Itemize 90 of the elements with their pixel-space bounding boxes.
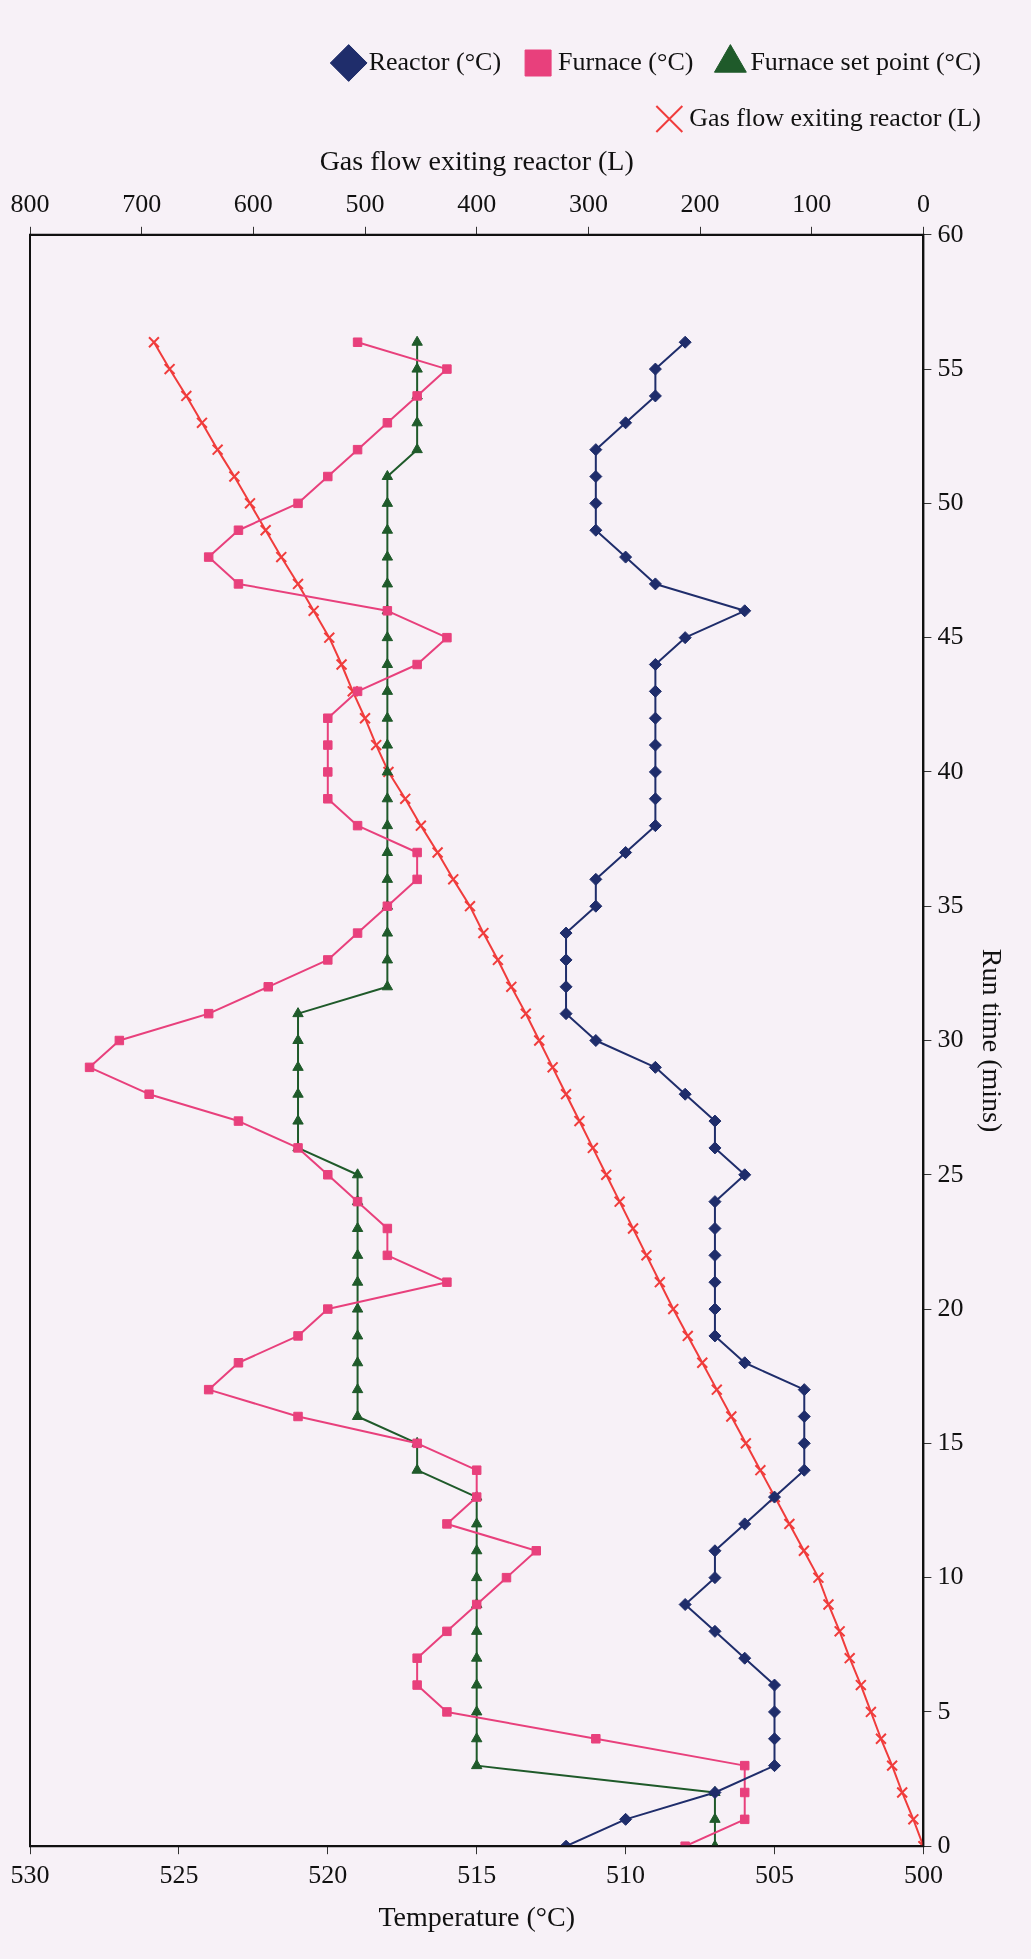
point: [148, 336, 160, 349]
x2-tick-label: 200: [680, 189, 720, 219]
point: [875, 1732, 887, 1745]
point: [431, 846, 444, 859]
point: [399, 792, 412, 805]
x-tick-label: 520: [308, 1859, 348, 1889]
point: [259, 524, 272, 537]
point: [783, 1517, 796, 1530]
point: [822, 1598, 835, 1611]
y-axis-title: Run time (mins): [976, 948, 1008, 1133]
point: [627, 1222, 639, 1235]
x2-tick-label: 100: [792, 189, 832, 219]
point: [886, 1759, 899, 1772]
y-tick-label: 45: [937, 621, 964, 651]
point: [586, 1141, 599, 1154]
point: [491, 953, 504, 966]
legend-label: Gas flow exiting reactor (L): [689, 102, 982, 132]
point: [843, 1652, 856, 1665]
point: [275, 551, 288, 564]
point: [477, 927, 490, 940]
point: [196, 416, 208, 429]
x2-axis-title: Gas flow exiting reactor (L): [319, 145, 634, 177]
point: [907, 1813, 920, 1826]
y-tick-label: 20: [937, 1292, 964, 1322]
point: [323, 631, 336, 644]
y-tick-label: 60: [937, 218, 964, 248]
point: [667, 1303, 680, 1316]
y-tick-label: 15: [937, 1427, 964, 1457]
point: [754, 1464, 767, 1477]
legend-label: Furnace (°C): [558, 46, 694, 76]
x2-tick-label: 400: [457, 189, 497, 219]
point: [464, 900, 476, 913]
legend-label: Furnace set point (°C): [750, 46, 981, 76]
point: [546, 1061, 559, 1074]
point: [292, 577, 304, 590]
x2-tick-label: 0: [916, 189, 930, 219]
point: [533, 1034, 546, 1047]
point: [864, 1705, 877, 1718]
x-tick-label: 515: [457, 1859, 497, 1889]
point: [696, 1356, 709, 1369]
point: [370, 739, 383, 752]
x2-tick-label: 700: [122, 189, 162, 219]
x-axis-title: Temperature (°C): [378, 1900, 575, 1932]
point: [854, 1679, 867, 1692]
point: [519, 1007, 532, 1020]
y-tick-label: 10: [937, 1561, 964, 1591]
x2-tick-label: 300: [568, 189, 608, 219]
y-tick-label: 40: [937, 755, 964, 785]
y-tick-label: 0: [937, 1830, 951, 1860]
point: [346, 685, 359, 698]
x-tick-label: 505: [755, 1859, 794, 1889]
point: [573, 1115, 586, 1128]
x2-tick-label: 500: [345, 189, 385, 219]
x2-tick-label: 600: [233, 189, 273, 219]
point: [725, 1410, 738, 1423]
point: [653, 1276, 666, 1289]
point: [414, 819, 427, 832]
point: [180, 389, 193, 402]
y-tick-label: 35: [937, 890, 964, 920]
point: [613, 1195, 626, 1208]
point: [560, 1088, 572, 1101]
point: [335, 658, 348, 671]
point: [359, 712, 371, 725]
point: [833, 1625, 846, 1638]
point: [244, 497, 256, 510]
legend-label: Reactor (°C): [368, 46, 502, 76]
point: [797, 1544, 810, 1557]
x-tick-label: 525: [159, 1859, 199, 1889]
point: [640, 1249, 653, 1262]
point: [681, 1329, 694, 1342]
y-tick-label: 55: [937, 352, 964, 382]
y-tick-label: 25: [937, 1158, 964, 1188]
x-tick-label: 500: [903, 1859, 943, 1889]
x-tick-label: 510: [606, 1859, 646, 1889]
y-tick-label: 30: [937, 1024, 964, 1054]
x-tick-label: 530: [10, 1859, 50, 1889]
point: [228, 470, 241, 483]
x2-tick-label: 800: [10, 189, 50, 219]
point: [739, 1437, 752, 1450]
point: [163, 363, 176, 376]
y-tick-label: 5: [937, 1695, 951, 1725]
point: [896, 1786, 909, 1799]
point: [447, 873, 460, 886]
point: [600, 1168, 613, 1181]
y-tick-label: 50: [937, 487, 964, 517]
point: [812, 1571, 825, 1584]
point: [307, 604, 320, 617]
point: [505, 980, 518, 993]
point: [211, 443, 224, 456]
point: [710, 1383, 723, 1396]
